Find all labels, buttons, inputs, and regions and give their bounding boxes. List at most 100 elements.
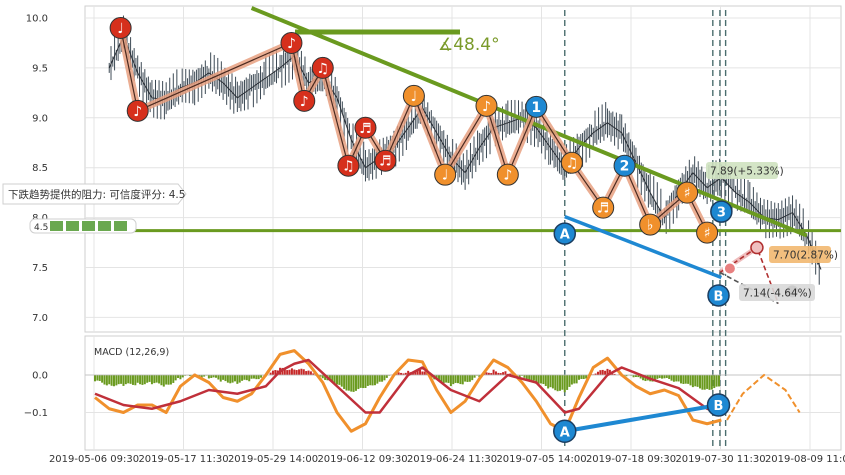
macd-histogram-bar bbox=[156, 375, 158, 383]
macd-histogram-bar bbox=[241, 375, 243, 381]
macd-histogram-bar bbox=[504, 371, 506, 375]
macd-histogram-bar bbox=[469, 375, 471, 382]
macd-histogram-bar bbox=[103, 375, 105, 385]
zigzag-node-symbol: 2 bbox=[620, 159, 630, 175]
price-y-tick: 7.0 bbox=[32, 313, 48, 324]
forecast-label-text: 7.89(+5.33%) bbox=[710, 166, 784, 178]
macd-histogram-bar bbox=[232, 375, 234, 383]
zigzag-node: ♩ bbox=[110, 17, 131, 38]
macd-histogram-bar bbox=[350, 375, 352, 392]
macd-histogram-bar bbox=[533, 375, 535, 380]
macd-histogram-bar bbox=[94, 375, 96, 381]
macd-histogram-bar bbox=[716, 375, 718, 387]
macd-histogram-bar bbox=[540, 375, 542, 383]
macd-histogram-bar bbox=[298, 369, 300, 375]
macd-histogram-bar bbox=[345, 375, 347, 390]
macd-histogram-bar bbox=[310, 371, 312, 375]
macd-wave-text: A bbox=[560, 425, 570, 440]
macd-histogram-bar bbox=[671, 375, 673, 381]
macd-histogram-bar bbox=[122, 375, 124, 386]
zigzag-node: ♪ bbox=[476, 95, 497, 116]
macd-histogram-bar bbox=[118, 375, 120, 384]
macd-y-tick: −0.1 bbox=[24, 408, 48, 419]
macd-histogram-bar bbox=[502, 372, 504, 375]
macd-histogram-bar bbox=[374, 375, 376, 385]
macd-histogram-bar bbox=[101, 375, 103, 383]
macd-histogram-bar bbox=[602, 370, 604, 375]
x-tick-label: 2019-07-05 14:00 bbox=[496, 454, 586, 465]
macd-histogram-bar bbox=[680, 375, 682, 383]
macd-histogram-bar bbox=[115, 375, 117, 385]
macd-histogram-bar bbox=[179, 375, 181, 379]
macd-histogram-bar bbox=[303, 369, 305, 375]
macd-histogram-bar bbox=[258, 375, 260, 379]
forecast-label-text: 7.70(2.87%) bbox=[773, 250, 838, 262]
zigzag-node-symbol: ♭ bbox=[647, 218, 654, 234]
zigzag-node: ♫ bbox=[561, 152, 582, 173]
zigzag-node-symbol: ♪ bbox=[287, 36, 296, 52]
support-badge-score: 4.5 bbox=[34, 223, 48, 233]
macd-histogram-bar bbox=[706, 375, 708, 389]
macd-histogram-bar bbox=[168, 375, 170, 385]
macd-histogram-bar bbox=[175, 375, 177, 380]
macd-histogram-bar bbox=[336, 375, 338, 384]
zigzag-node: ♯ bbox=[677, 182, 698, 203]
macd-histogram-bar bbox=[305, 371, 307, 375]
macd-histogram-bar bbox=[604, 371, 606, 375]
support-badge-bar bbox=[66, 221, 79, 231]
macd-histogram-bar bbox=[289, 370, 291, 375]
macd-histogram-bar bbox=[227, 375, 229, 383]
macd-histogram-bar bbox=[224, 375, 226, 381]
macd-histogram-bar bbox=[139, 375, 141, 384]
macd-histogram-bar bbox=[457, 375, 459, 383]
macd-histogram-bar bbox=[272, 371, 274, 375]
zigzag-node: ♪ bbox=[497, 164, 518, 185]
macd-histogram-bar bbox=[341, 375, 343, 387]
macd-histogram-bar bbox=[386, 375, 388, 378]
macd-histogram-bar bbox=[111, 375, 113, 386]
macd-histogram-bar bbox=[711, 375, 713, 390]
zigzag-node: 1 bbox=[526, 96, 547, 117]
macd-histogram-bar bbox=[338, 375, 340, 385]
macd-histogram-bar bbox=[718, 375, 720, 386]
macd-histogram-bar bbox=[445, 375, 447, 383]
macd-histogram-bar bbox=[701, 375, 703, 390]
macd-histogram-bar bbox=[353, 375, 355, 392]
macd-histogram-bar bbox=[552, 375, 554, 388]
zigzag-node: ♬ bbox=[375, 150, 396, 171]
macd-histogram-bar bbox=[542, 375, 544, 384]
macd-histogram-bar bbox=[554, 375, 556, 390]
macd-histogram-bar bbox=[137, 375, 139, 383]
zigzag-node: ♩ bbox=[435, 164, 456, 185]
macd-histogram-bar bbox=[571, 375, 573, 385]
macd-histogram-bar bbox=[355, 375, 357, 391]
macd-histogram-bar bbox=[286, 370, 288, 375]
support-badge-bar bbox=[50, 221, 63, 231]
macd-histogram-bar bbox=[545, 375, 547, 386]
macd-histogram-bar bbox=[462, 375, 464, 384]
zigzag-node: ♪ bbox=[281, 32, 302, 53]
macd-histogram-bar bbox=[474, 375, 476, 378]
macd-histogram-bar bbox=[685, 375, 687, 384]
macd-histogram-bar bbox=[557, 375, 559, 391]
macd-histogram-bar bbox=[234, 375, 236, 381]
macd-histogram-bar bbox=[343, 375, 345, 389]
macd-histogram-bar bbox=[260, 375, 262, 378]
macd-histogram-bar bbox=[661, 375, 663, 379]
macd-histogram-bar bbox=[243, 375, 245, 380]
zigzag-node-symbol: ♩ bbox=[117, 21, 124, 37]
price-y-tick: 7.5 bbox=[32, 263, 48, 274]
macd-histogram-bar bbox=[678, 375, 680, 381]
zigzag-node: ♬ bbox=[355, 117, 376, 138]
zigzag-node: ♫ bbox=[312, 57, 333, 78]
macd-histogram-bar bbox=[564, 375, 566, 392]
macd-histogram-bar bbox=[134, 375, 136, 385]
zigzag-node-symbol: ♪ bbox=[503, 168, 512, 184]
x-tick-label: 2019-07-30 11:30 bbox=[675, 454, 765, 465]
macd-histogram-bar bbox=[699, 375, 701, 388]
zigzag-node: ♯ bbox=[697, 222, 718, 243]
macd-histogram-bar bbox=[682, 375, 684, 384]
zigzag-node-symbol: ♩ bbox=[442, 168, 449, 184]
macd-histogram-bar bbox=[293, 370, 295, 375]
